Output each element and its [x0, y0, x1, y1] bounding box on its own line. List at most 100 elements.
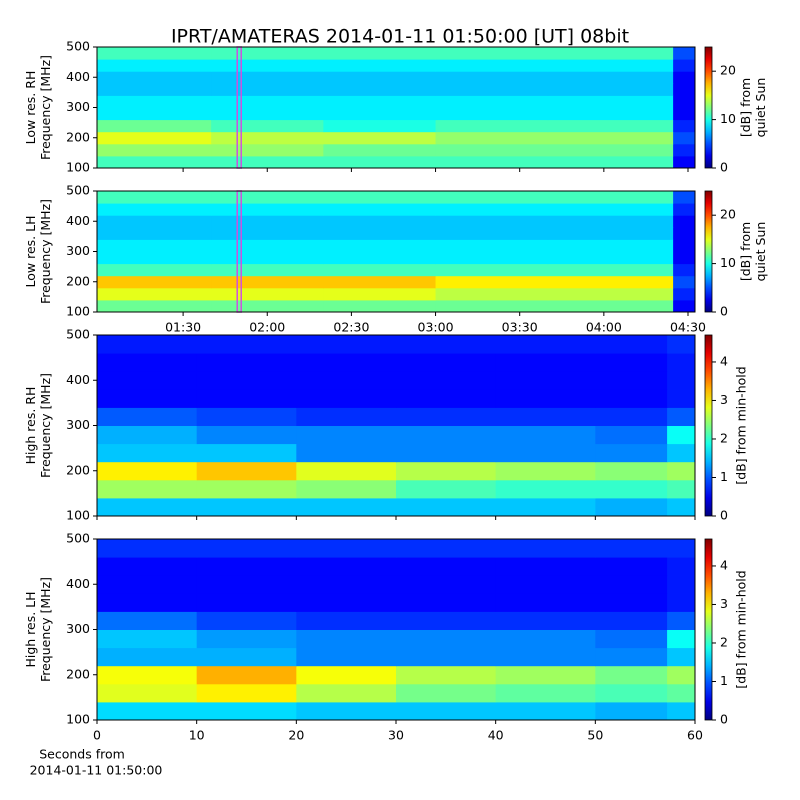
heatmap-cell: [435, 191, 549, 204]
heatmap-cell: [495, 389, 596, 408]
heatmap-cell: [495, 665, 596, 685]
heatmap-cell: [323, 119, 437, 133]
heatmap-cell: [97, 47, 212, 60]
heatmap-cell: [97, 131, 212, 145]
heatmap-cell: [547, 251, 674, 265]
heatmap-cell: [547, 59, 674, 72]
heatmap-cell: [667, 461, 696, 481]
heatmap-cell: [396, 701, 497, 721]
heatmap-cell: [323, 191, 437, 204]
heatmap-cell: [673, 131, 696, 145]
y-axis-label: High res. RH: [23, 387, 38, 465]
heatmap-cell: [211, 119, 324, 133]
heatmap-cell: [296, 371, 397, 390]
heatmap-cell: [595, 497, 668, 517]
heatmap-cell: [547, 203, 674, 216]
heatmap-cell: [97, 425, 198, 445]
heatmap-cell: [667, 389, 696, 408]
colorbar-tick-label: 20: [720, 207, 736, 222]
heatmap-cell: [296, 407, 397, 426]
heatmap-cell: [323, 155, 437, 169]
heatmap-cell: [97, 335, 198, 354]
heatmap-cell: [495, 335, 596, 354]
heatmap-cell: [97, 203, 212, 216]
y-tick-label: 100: [66, 160, 90, 175]
x-axis-label: 2014-01-11 01:50:00: [30, 763, 163, 778]
heatmap-cell: [323, 239, 437, 252]
heatmap-cell: [435, 155, 549, 169]
heatmap-cell: [595, 701, 668, 721]
heatmap-cell: [323, 275, 437, 289]
heatmap-cell: [595, 461, 668, 481]
heatmap-cell: [196, 539, 297, 558]
heatmap-cell: [196, 683, 297, 703]
colorbar-tick-label: 0: [720, 712, 728, 727]
y-axis-label: Frequency [MHz]: [38, 373, 53, 478]
heatmap-cell: [595, 611, 668, 630]
heatmap-cell: [547, 143, 674, 157]
heatmap-cell: [495, 497, 596, 517]
heatmap-cell: [495, 539, 596, 558]
y-tick-label: 300: [66, 99, 90, 114]
heatmap-cell: [396, 665, 497, 685]
heatmap-cell: [97, 119, 212, 133]
heatmap-cell: [323, 83, 437, 96]
heatmap-cell: [97, 215, 212, 228]
heatmap-cell: [673, 263, 696, 277]
heatmap-cell: [396, 443, 497, 463]
heatmap-cell: [673, 251, 696, 265]
heatmap-cell: [547, 131, 674, 145]
heatmap-cell: [196, 353, 297, 372]
heatmap-cell: [673, 227, 696, 240]
x-tick-label: 60: [687, 728, 703, 743]
y-tick-label: 500: [66, 531, 90, 546]
heatmap-cell: [667, 701, 696, 721]
heatmap-cell: [396, 557, 497, 576]
heatmap-cell: [673, 215, 696, 228]
y-axis-label: Frequency [MHz]: [38, 55, 53, 160]
heatmap-cell: [323, 227, 437, 240]
heatmap-cell: [547, 215, 674, 228]
x-tick-label: 03:00: [418, 320, 454, 335]
heatmap-cell: [495, 461, 596, 481]
heatmap-cell: [667, 479, 696, 499]
heatmap-cell: [673, 143, 696, 157]
y-tick-label: 400: [66, 372, 90, 387]
y-axis-label: High res. LH: [23, 591, 38, 667]
x-tick-label: 04:30: [670, 320, 706, 335]
heatmap-cell: [595, 539, 668, 558]
heatmap-cell: [97, 647, 198, 667]
heatmap-cell: [435, 299, 549, 313]
heatmap-cell: [211, 83, 324, 96]
heatmap-cell: [547, 107, 674, 121]
heatmap-cell: [673, 47, 696, 60]
heatmap-cell: [211, 239, 324, 252]
heatmap-cell: [211, 299, 324, 313]
heatmap-cell: [296, 575, 397, 594]
heatmap-cell: [323, 59, 437, 72]
heatmap-cell: [196, 611, 297, 630]
heatmap-cell: [435, 95, 549, 108]
heatmap-cell: [547, 119, 674, 133]
heatmap-cell: [97, 155, 212, 169]
heatmap-cell: [667, 497, 696, 517]
y-tick-label: 400: [66, 213, 90, 228]
heatmap-cell: [97, 191, 212, 204]
heatmap-cell: [396, 479, 497, 499]
heatmap-cell: [435, 263, 549, 277]
heatmap-cell: [595, 647, 668, 667]
heatmap-cell: [296, 665, 397, 685]
colorbar-label: [dB] from: [738, 78, 753, 137]
heatmap-cell: [435, 239, 549, 252]
x-tick-label: 30: [388, 728, 404, 743]
heatmap-cell: [196, 389, 297, 408]
heatmap-cell: [211, 47, 324, 60]
heatmap-cell: [97, 251, 212, 265]
x-tick-label: 50: [587, 728, 603, 743]
heatmap-cell: [296, 593, 397, 612]
heatmap-cell: [667, 665, 696, 685]
heatmap-cell: [547, 95, 674, 108]
colorbar-tick-label: 0: [720, 304, 728, 319]
heatmap-cell: [595, 335, 668, 354]
